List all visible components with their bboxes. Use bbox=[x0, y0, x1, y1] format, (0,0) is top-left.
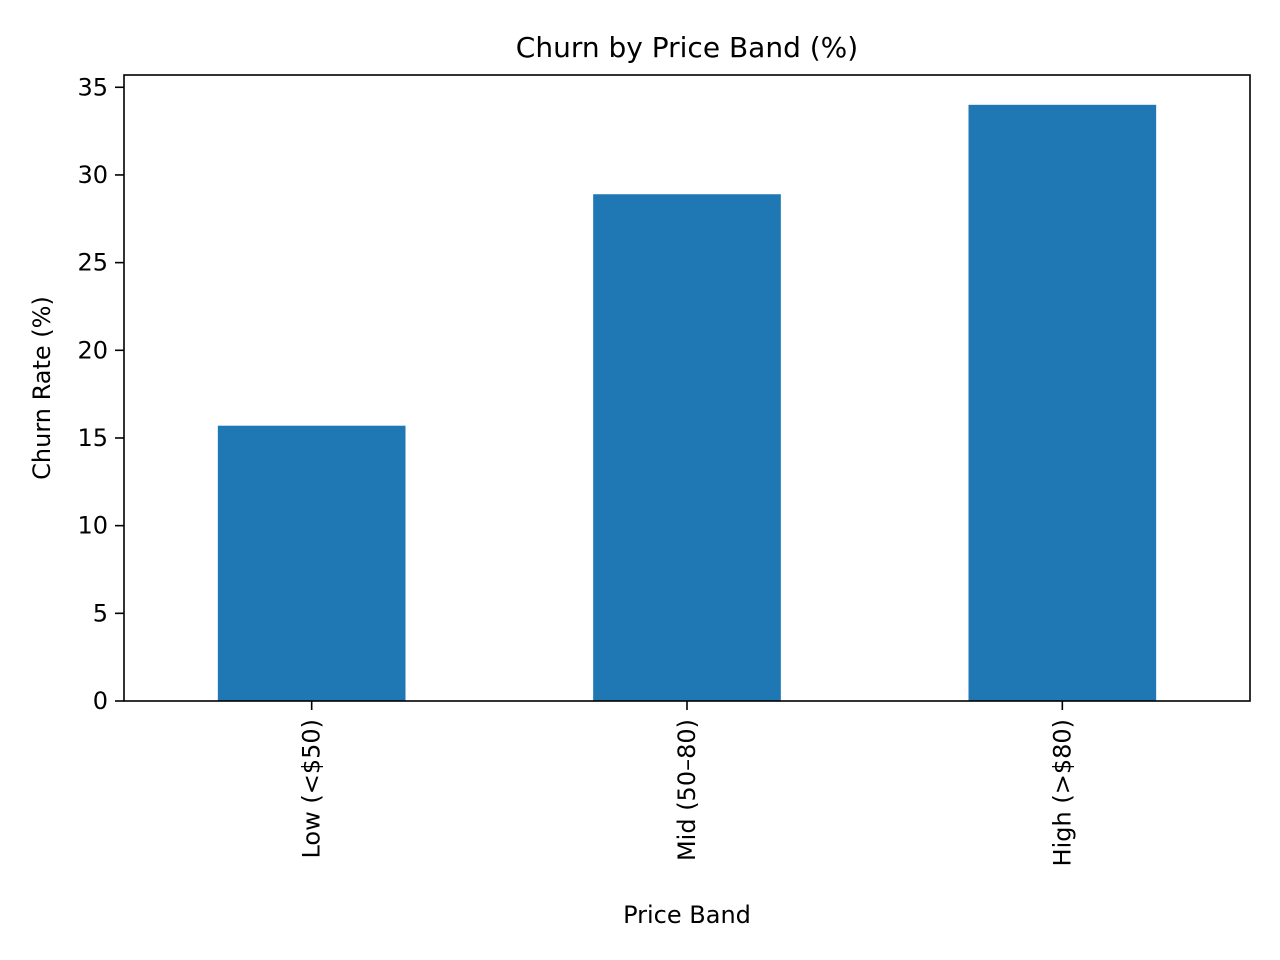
chart-title: Churn by Price Band (%) bbox=[516, 31, 858, 64]
plot-frame bbox=[123, 74, 1251, 702]
x-axis-label: Price Band bbox=[623, 901, 751, 929]
y-axis-label: Churn Rate (%) bbox=[28, 296, 56, 480]
y-tick-label-3: 15 bbox=[77, 424, 108, 452]
y-tick-label-7: 35 bbox=[77, 73, 108, 101]
y-tick-label-2: 10 bbox=[77, 512, 108, 540]
x-axis-ticks: Low (<$50) Mid (50–80) High (>$80) bbox=[298, 701, 1076, 866]
y-tick-label-1: 5 bbox=[93, 599, 108, 627]
y-tick-label-5: 25 bbox=[77, 249, 108, 277]
y-tick-label-4: 20 bbox=[77, 336, 108, 364]
x-tick-label-1: Mid (50–80) bbox=[673, 719, 701, 861]
y-tick-label-6: 30 bbox=[77, 161, 108, 189]
bar-0 bbox=[217, 425, 406, 701]
x-tick-label-2: High (>$80) bbox=[1048, 719, 1076, 866]
bars bbox=[217, 104, 1157, 702]
bar-2 bbox=[968, 104, 1157, 702]
x-tick-label-0: Low (<$50) bbox=[298, 719, 326, 859]
y-axis-ticks: 0 5 10 15 20 25 30 35 bbox=[77, 73, 124, 715]
y-tick-label-0: 0 bbox=[93, 687, 108, 715]
bar-1 bbox=[593, 194, 781, 701]
